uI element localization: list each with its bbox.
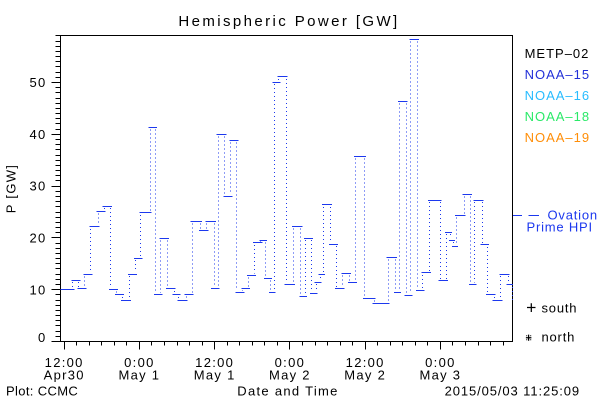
svg-text:10: 10 bbox=[29, 282, 46, 297]
svg-text:P [GW]: P [GW] bbox=[4, 164, 19, 213]
svg-text:12:00: 12:00 bbox=[45, 355, 84, 370]
svg-text:May 2: May 2 bbox=[269, 368, 311, 383]
svg-text:NOAA–19: NOAA–19 bbox=[525, 130, 591, 145]
svg-text:May 3: May 3 bbox=[419, 368, 461, 383]
svg-text:May 1: May 1 bbox=[194, 368, 236, 383]
svg-text:May 2: May 2 bbox=[344, 368, 386, 383]
svg-text:Prime HPI: Prime HPI bbox=[527, 219, 593, 234]
svg-text:south: south bbox=[542, 301, 578, 316]
svg-text:0:00: 0:00 bbox=[425, 355, 456, 370]
svg-text:12:00: 12:00 bbox=[195, 355, 234, 370]
svg-text:20: 20 bbox=[29, 231, 46, 246]
svg-text:40: 40 bbox=[29, 127, 46, 142]
svg-text:METP–02: METP–02 bbox=[525, 46, 590, 61]
svg-text:May 1: May 1 bbox=[118, 368, 160, 383]
svg-text:30: 30 bbox=[29, 179, 46, 194]
svg-text:north: north bbox=[542, 330, 576, 345]
svg-text:NOAA–15: NOAA–15 bbox=[525, 67, 591, 82]
svg-text:Ovation: Ovation bbox=[548, 207, 598, 222]
svg-text:NOAA–16: NOAA–16 bbox=[525, 88, 591, 103]
svg-text:50: 50 bbox=[29, 75, 46, 90]
svg-text:0:00: 0:00 bbox=[275, 355, 306, 370]
svg-text:Date and Time: Date and Time bbox=[237, 384, 338, 399]
svg-text:NOAA–18: NOAA–18 bbox=[525, 109, 591, 124]
svg-text:Apr30: Apr30 bbox=[44, 368, 85, 383]
svg-text:2015/05/03 11:25:09: 2015/05/03 11:25:09 bbox=[445, 384, 580, 399]
svg-text:0: 0 bbox=[38, 330, 47, 345]
svg-text:Plot: CCMC: Plot: CCMC bbox=[6, 384, 78, 399]
svg-text:12:00: 12:00 bbox=[346, 355, 385, 370]
svg-text:Hemispheric Power [GW]: Hemispheric Power [GW] bbox=[178, 13, 399, 30]
svg-text:0:00: 0:00 bbox=[124, 355, 155, 370]
